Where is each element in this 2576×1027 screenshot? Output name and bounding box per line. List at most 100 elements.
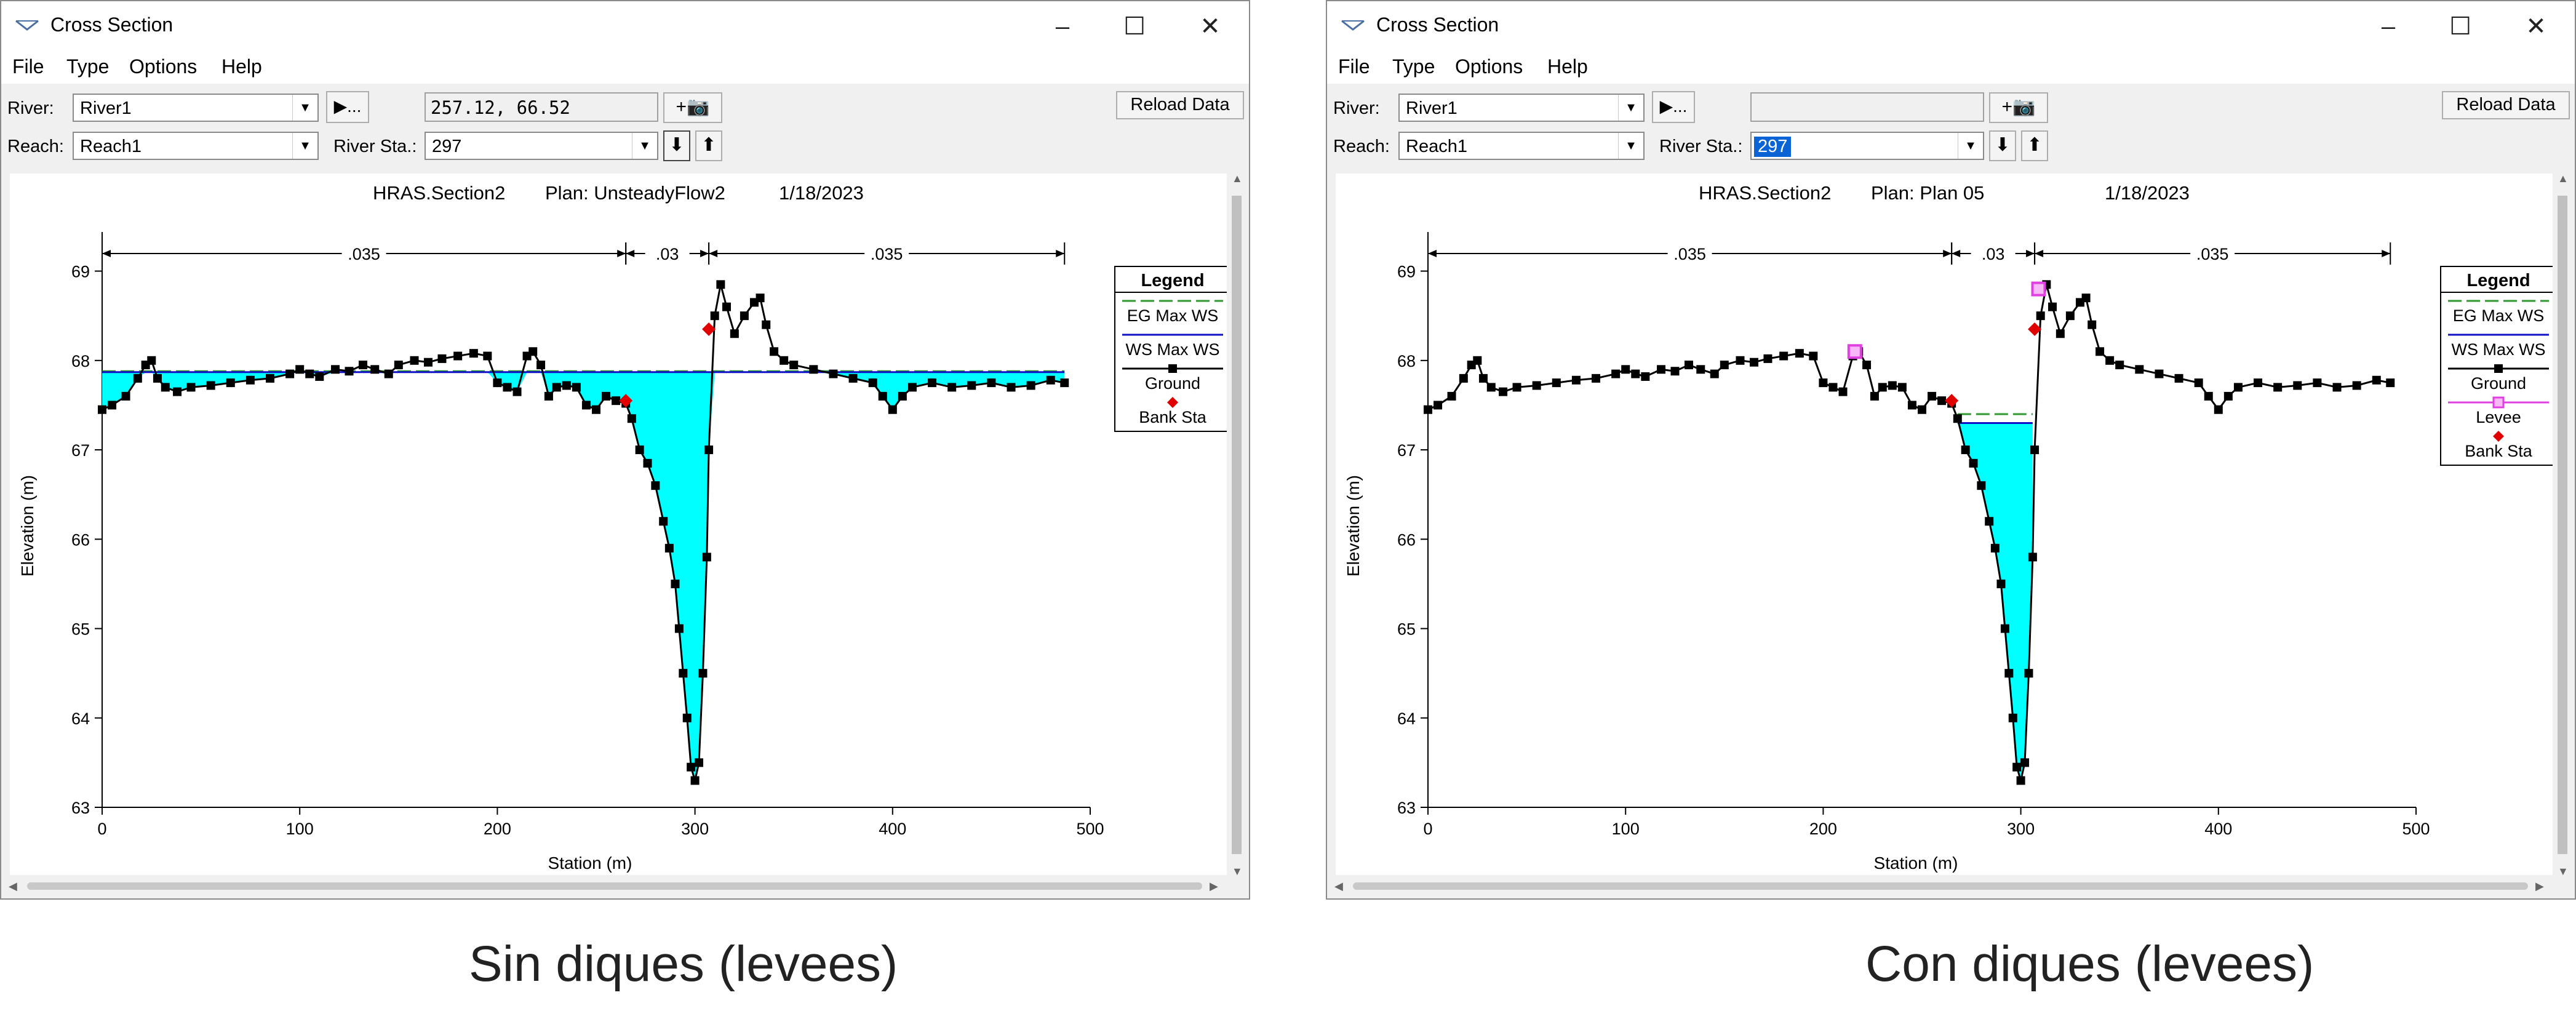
ground-point — [226, 378, 235, 387]
reload-data-button[interactable]: Reload Data — [1116, 91, 1244, 119]
ground-point — [437, 354, 446, 363]
vertical-scroll-thumb[interactable] — [1232, 196, 1242, 854]
horizontal-scrollbar[interactable]: ◀ ▶ — [1328, 875, 2553, 897]
legend-entry: Bank Sta — [2465, 442, 2533, 460]
ground-point — [2254, 378, 2262, 387]
menu-type[interactable]: Type — [66, 55, 109, 78]
reach-select[interactable]: Reach1 ▼ — [73, 132, 319, 160]
title-bar[interactable]: Cross Section – ☐ ✕ — [1, 1, 1249, 52]
river-select[interactable]: River1 ▼ — [73, 94, 319, 122]
ground-point — [1828, 383, 1837, 391]
legend-entry: Ground — [2471, 374, 2526, 393]
minimize-button[interactable]: – — [1029, 5, 1096, 48]
ground-point — [716, 280, 725, 289]
ground-point — [2273, 383, 2282, 391]
x-tick-label: 500 — [1076, 820, 1104, 838]
menu-file[interactable]: File — [12, 55, 44, 78]
next-station-up-button[interactable]: ⬆ — [695, 130, 722, 161]
manning-n-arrow — [1428, 250, 1437, 257]
ground-point — [740, 311, 749, 320]
ground-point — [679, 669, 687, 677]
x-tick-label: 400 — [879, 820, 906, 838]
menu-help[interactable]: Help — [221, 55, 262, 78]
manning-n-arrow — [2026, 250, 2035, 257]
menu-options[interactable]: Options — [1455, 55, 1523, 78]
ground-point — [98, 406, 106, 414]
horizontal-scroll-thumb[interactable] — [1353, 882, 2528, 890]
ground-point — [612, 396, 620, 405]
next-station-down-button[interactable]: ⬇ — [1989, 130, 2016, 161]
ground-point — [173, 388, 181, 396]
reach-label: Reach: — [7, 137, 64, 157]
legend-title: Legend — [1141, 271, 1204, 290]
chevron-down-icon: ▼ — [292, 133, 317, 159]
next-station-up-button[interactable]: ⬆ — [2021, 130, 2048, 161]
maximize-button[interactable]: ☐ — [2426, 5, 2494, 48]
run-button[interactable]: ▶... — [326, 91, 369, 123]
title-bar[interactable]: Cross Section – ☐ ✕ — [1327, 1, 2575, 52]
scroll-down-icon: ▼ — [1232, 865, 1243, 878]
reload-data-button[interactable]: Reload Data — [2442, 91, 2570, 119]
run-button[interactable]: ▶... — [1652, 91, 1695, 123]
ground-point — [305, 370, 314, 378]
y-tick-label: 67 — [1397, 441, 1416, 460]
add-plot-button[interactable]: +📷 — [663, 92, 722, 123]
ground-point — [1434, 401, 1442, 409]
menu-help[interactable]: Help — [1547, 55, 1588, 78]
reach-select-value: Reach1 — [80, 137, 142, 157]
close-button[interactable]: ✕ — [1176, 5, 1244, 48]
reach-select[interactable]: Reach1 ▼ — [1398, 132, 1645, 160]
coordinates-readout: 257.12, 66.52 — [425, 92, 658, 122]
river-sta-select[interactable]: 297 ▼ — [1750, 132, 1984, 160]
ground-point — [345, 367, 354, 375]
manning-n-label: .035 — [2196, 245, 2229, 263]
ground-point — [1736, 356, 1744, 365]
ground-point — [698, 669, 707, 677]
ground-point — [1763, 354, 1772, 363]
ground-point — [1696, 365, 1705, 374]
ground-point — [730, 329, 739, 338]
manning-n-arrow — [1952, 250, 1960, 257]
vertical-scroll-thumb[interactable] — [2558, 196, 2567, 854]
ground-point — [879, 392, 887, 401]
add-plot-button[interactable]: +📷 — [1989, 92, 2048, 123]
minimize-button[interactable]: – — [2355, 5, 2422, 48]
close-button[interactable]: ✕ — [2502, 5, 2570, 48]
menu-file[interactable]: File — [1338, 55, 1370, 78]
ground-point — [644, 459, 652, 468]
ground-point — [1685, 361, 1693, 369]
menu-type[interactable]: Type — [1392, 55, 1435, 78]
ground-point — [1047, 376, 1055, 385]
ground-point — [1888, 381, 1897, 390]
scroll-up-icon: ▲ — [2558, 172, 2569, 185]
vertical-scrollbar[interactable]: ▲ ▼ — [2553, 169, 2572, 885]
menu-options[interactable]: Options — [129, 55, 197, 78]
ground-point — [2105, 356, 2114, 365]
x-tick-label: 500 — [2402, 820, 2430, 838]
ground-point — [161, 383, 170, 391]
chart-title-name: HRAS.Section2 — [1699, 182, 1831, 204]
chevron-down-icon: ▼ — [632, 133, 657, 159]
horizontal-scrollbar[interactable]: ◀ ▶ — [2, 875, 1227, 897]
horizontal-scroll-thumb[interactable] — [27, 882, 1202, 890]
ground-point — [947, 383, 956, 391]
maximize-button[interactable]: ☐ — [1101, 5, 1168, 48]
vertical-scrollbar[interactable]: ▲ ▼ — [1227, 169, 1246, 885]
scroll-right-icon: ▶ — [1210, 880, 1218, 893]
cross-section-window-2: Cross Section – ☐ ✕ File Type Options He… — [1326, 0, 2576, 900]
river-select[interactable]: River1 ▼ — [1398, 94, 1645, 122]
ground-point — [628, 414, 636, 423]
ground-point — [2135, 365, 2143, 374]
x-tick-label: 0 — [1423, 820, 1432, 838]
cross-section-chart: HRAS.Section2 Plan: UnsteadyFlow2 1/18/202… — [10, 174, 1227, 885]
chart-title-plan: Plan: Plan 05 — [1871, 182, 1984, 204]
ground-point — [704, 446, 713, 454]
ground-point — [153, 374, 162, 383]
ground-point — [2175, 374, 2183, 383]
next-station-down-button[interactable]: ⬇ — [663, 130, 690, 161]
ground-point — [1750, 358, 1758, 367]
x-tick-label: 100 — [1612, 820, 1640, 838]
y-tick-label: 63 — [1397, 799, 1416, 817]
river-sta-select[interactable]: 297 ▼ — [425, 132, 658, 160]
cross-section-plot: HRAS.Section2 Plan: UnsteadyFlow2 1/18/202… — [10, 174, 1227, 885]
